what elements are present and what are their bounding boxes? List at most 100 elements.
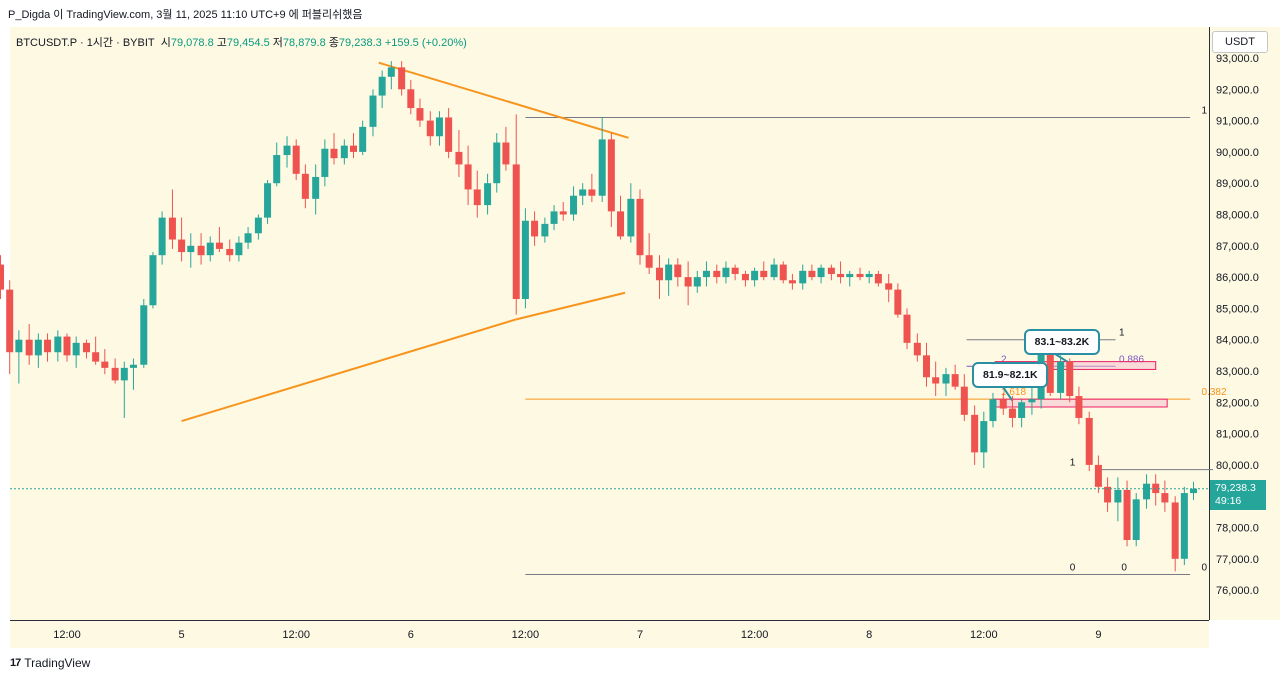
candle-body: [541, 223, 549, 237]
candle-body: [598, 139, 606, 196]
trendline: [181, 318, 517, 423]
candle-body: [636, 198, 644, 256]
price-tick-label: 77,000.0: [1216, 554, 1259, 566]
price-tick-label: 92,000.0: [1216, 84, 1259, 96]
price-tick-label: 89,000.0: [1216, 178, 1259, 190]
fib-level-label: 0: [1121, 562, 1127, 573]
candle-body: [923, 355, 930, 378]
candle-body: [168, 217, 176, 240]
candle-body: [713, 270, 721, 278]
candle-body: [493, 142, 501, 184]
candle-body: [817, 267, 825, 278]
candle-body: [808, 270, 816, 278]
price-tick-label: 87,000.0: [1216, 241, 1259, 253]
candle-body: [321, 148, 329, 177]
time-tick-label: 7: [637, 629, 643, 641]
candle-body: [416, 108, 424, 121]
open-value: 79,078.8: [170, 37, 214, 49]
candle-body: [407, 89, 415, 109]
candle-body: [1085, 417, 1093, 465]
candle-body: [856, 273, 864, 278]
time-tick-label: 5: [179, 629, 185, 641]
candle-body: [722, 267, 730, 278]
price-callout[interactable]: 81.9~82.1K: [972, 362, 1049, 389]
candle-body: [865, 273, 873, 278]
candle-body: [502, 142, 510, 165]
candle-body: [655, 267, 663, 281]
fib-level-label: 2: [1001, 354, 1007, 365]
candle-body: [741, 273, 749, 281]
candle-body: [1008, 408, 1016, 418]
candle-body: [197, 245, 205, 256]
candle-body: [1018, 402, 1026, 418]
candle-body: [120, 367, 128, 381]
price-tick-label: 84,000.0: [1216, 335, 1259, 347]
fib-level-label: 0: [1070, 562, 1076, 573]
symbol-name[interactable]: BTCUSDT.P · 1시간 · BYBIT: [16, 37, 155, 49]
candle-body: [15, 339, 23, 353]
price-tick-label: 85,000.0: [1216, 303, 1259, 315]
time-axis[interactable]: [10, 620, 1209, 648]
time-tick-label: 12:00: [53, 629, 81, 641]
candle-body: [1075, 396, 1083, 418]
candle-body: [101, 361, 109, 368]
currency-button[interactable]: USDT: [1212, 31, 1268, 53]
candle-body: [455, 151, 463, 165]
candle-body: [645, 255, 653, 268]
candle-body: [559, 211, 567, 215]
candle-body: [579, 189, 587, 196]
candle-body: [312, 176, 320, 199]
candle-body: [627, 198, 635, 237]
price-tick-label: 91,000.0: [1216, 116, 1259, 128]
candle-body: [702, 270, 710, 278]
candle-body: [350, 145, 357, 152]
candle-body: [44, 339, 52, 353]
close-value: 79,238.3: [338, 37, 382, 49]
candle-body: [63, 336, 71, 356]
candle-body: [617, 211, 625, 237]
candle-body: [951, 374, 959, 387]
candle-body: [1066, 361, 1074, 397]
candle-body: [215, 242, 223, 249]
price-callout[interactable]: 83.1~83.2K: [1023, 329, 1100, 356]
candle-body: [54, 336, 62, 353]
candle-body: [244, 233, 252, 243]
candle-body: [570, 195, 578, 215]
fib-levels: 1 1 2 0.886 1.618 0.382 1 0 0 0: [525, 105, 1227, 575]
candle-body: [206, 242, 214, 256]
candle-body: [72, 342, 80, 356]
candle-body: [531, 220, 539, 237]
price-tick-label: 76,000.0: [1216, 585, 1259, 597]
candle-body: [999, 399, 1007, 409]
candle-body: [512, 164, 520, 300]
time-tick-label: 12:00: [512, 629, 540, 641]
price-ticks: 93,000.0 92,000.0 91,000.0 90,000.0 89,000.0…: [1216, 53, 1259, 597]
candle-body: [837, 273, 845, 278]
candles: [0, 61, 1198, 572]
fib-level-label: 1.618: [1001, 387, 1026, 398]
fib-level-label: 0: [1202, 562, 1208, 573]
candle-body: [1161, 493, 1169, 503]
candle-body: [484, 183, 492, 206]
trendlines: [181, 61, 629, 423]
candle-body: [760, 270, 768, 278]
fib-level-label: 1: [1070, 458, 1076, 469]
candle-body: [0, 264, 5, 290]
candle-body: [1171, 502, 1179, 559]
price-axis[interactable]: [1209, 27, 1280, 620]
candle-body: [971, 414, 979, 453]
candle-body: [464, 164, 472, 190]
publish-info: P_Digda 이 TradingView.com, 3월 11, 2025 1…: [8, 9, 363, 21]
candle-body: [674, 264, 682, 278]
candle-body: [903, 314, 911, 343]
candle-body: [665, 264, 673, 281]
candle-body: [1094, 464, 1102, 487]
candle-body: [1123, 489, 1131, 541]
low-label: 저: [272, 37, 283, 49]
chart-pane[interactable]: [10, 27, 1209, 620]
candle-body: [129, 364, 137, 368]
candle-body: [292, 145, 300, 174]
candle-body: [273, 155, 281, 184]
fib-level-label: 0.886: [1119, 354, 1144, 365]
candle-body: [588, 189, 596, 196]
